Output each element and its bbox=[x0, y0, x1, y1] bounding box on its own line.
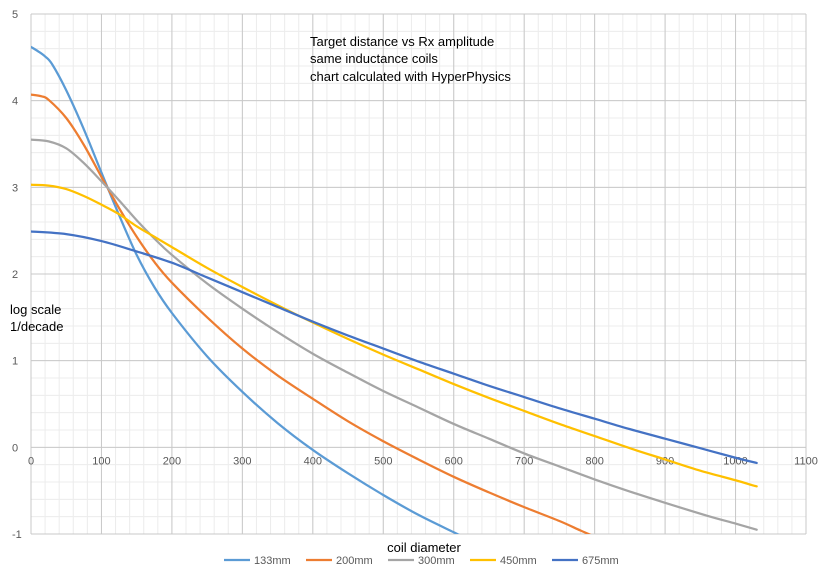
series-line-300mm bbox=[31, 138, 758, 531]
legend-item: 200mm bbox=[306, 555, 373, 567]
x-tick-label: 400 bbox=[304, 455, 322, 467]
y-tick-label: 1 bbox=[12, 356, 18, 368]
series-line-675mm bbox=[31, 230, 758, 465]
y-tick-label: -1 bbox=[12, 529, 22, 541]
series-line-200mm bbox=[31, 93, 592, 534]
y-tick-label: 2 bbox=[12, 269, 18, 281]
y-axis-annotation: log scale 1/decade bbox=[10, 302, 64, 334]
x-tick-label: 100 bbox=[92, 455, 110, 467]
y-annotation-line-2: 1/decade bbox=[10, 319, 64, 334]
annotation-line-2: same inductance coils bbox=[310, 51, 438, 66]
x-tick-label: 700 bbox=[515, 455, 533, 467]
series-line-133mm bbox=[31, 45, 460, 534]
legend-label: 450mm bbox=[500, 555, 537, 567]
y-tick-label: 0 bbox=[12, 442, 18, 454]
annotation-line-3: chart calculated with HyperPhysics bbox=[310, 69, 511, 84]
x-tick-label: 0 bbox=[28, 455, 34, 467]
y-tick-label: 5 bbox=[12, 9, 18, 21]
legend-label: 300mm bbox=[418, 555, 455, 567]
legend-item: 450mm bbox=[470, 555, 537, 567]
legend-label: 200mm bbox=[336, 555, 373, 567]
y-tick-label: 4 bbox=[12, 96, 18, 108]
x-axis-title: coil diameter bbox=[387, 540, 461, 555]
y-annotation-line-1: log scale bbox=[10, 302, 61, 317]
series-line-450mm bbox=[31, 183, 758, 488]
y-tick-label: 3 bbox=[12, 182, 18, 194]
x-tick-label: 1100 bbox=[794, 455, 818, 467]
x-tick-label: 600 bbox=[445, 455, 463, 467]
legend-label: 133mm bbox=[254, 555, 291, 567]
chart-annotation: Target distance vs Rx amplitude same ind… bbox=[310, 34, 511, 84]
series-lines bbox=[31, 45, 758, 534]
x-tick-label: 300 bbox=[233, 455, 251, 467]
legend-item: 300mm bbox=[388, 555, 455, 567]
legend-item: 133mm bbox=[224, 555, 291, 567]
x-tick-label: 200 bbox=[163, 455, 181, 467]
x-tick-label: 800 bbox=[585, 455, 603, 467]
legend-label: 675mm bbox=[582, 555, 619, 567]
annotation-line-1: Target distance vs Rx amplitude bbox=[310, 34, 494, 49]
x-tick-label: 500 bbox=[374, 455, 392, 467]
legend-item: 675mm bbox=[552, 555, 619, 567]
legend: 133mm 200mm 300mm 450mm 675mm bbox=[224, 555, 619, 567]
